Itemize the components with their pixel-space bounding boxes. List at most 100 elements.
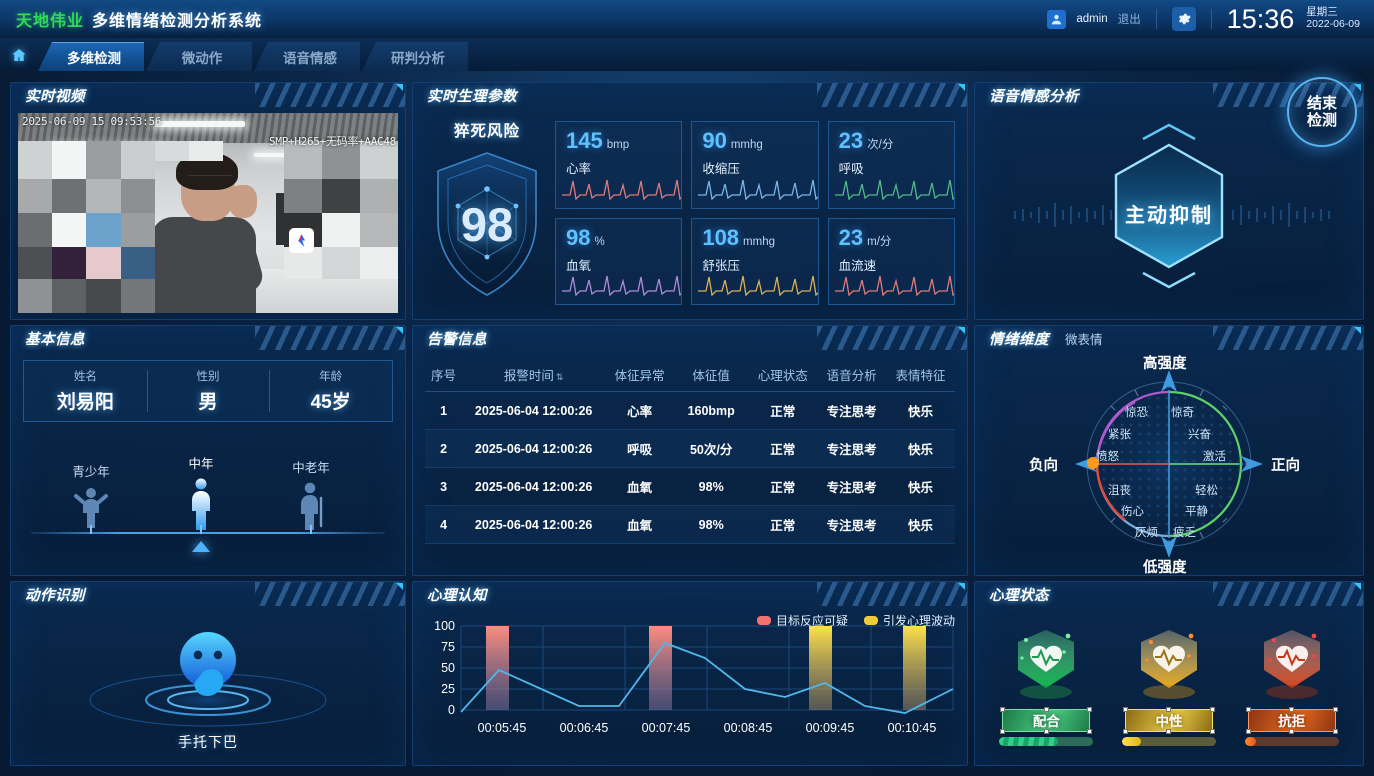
voice-waveform-icon xyxy=(1014,123,1330,289)
panel-title: 动作识别 xyxy=(25,587,85,604)
emotion-label: 惊奇 xyxy=(1171,405,1194,419)
y-tick-label: 75 xyxy=(441,640,455,654)
psych-state-badge[interactable]: 中性 xyxy=(1122,706,1215,734)
psych-state-badge[interactable]: 抗拒 xyxy=(1245,706,1338,734)
emotion-label: 厌烦 xyxy=(1135,526,1158,539)
action-display: 手托下巴 xyxy=(11,606,405,765)
th-speech-analysis: 语音分析 xyxy=(817,358,887,392)
age-stage-senior[interactable]: 中老年 xyxy=(271,457,351,530)
age-stage-track: 青少年 中年 xyxy=(25,436,391,556)
vital-value: 23 xyxy=(838,128,864,153)
cell-psych: 正常 xyxy=(748,467,818,506)
tab-speech-emotion[interactable]: 语音情感 xyxy=(254,42,360,71)
psych-state-badge[interactable]: 配合 xyxy=(1000,706,1093,734)
brand-company: 天地伟业 xyxy=(16,13,85,30)
psych-state-cooperative[interactable]: 配合 xyxy=(993,626,1099,746)
field-key: 性别 xyxy=(196,371,220,383)
end-detection-button[interactable]: 结束 检测 xyxy=(1287,77,1357,147)
risk-shield: 98 xyxy=(428,149,546,299)
table-row[interactable]: 1 2025-06-04 12:00:26 心率 160bmp 正常 专注思考 … xyxy=(425,391,955,430)
clock-weekday: 星期三 xyxy=(1306,6,1338,19)
tab-label: 微动作 xyxy=(181,50,223,66)
ecg-waveform-icon xyxy=(834,275,954,297)
tab-multimodal[interactable]: 多维检测 xyxy=(38,42,144,71)
age-current-marker xyxy=(192,541,210,552)
x-tick-label: 00:06:45 xyxy=(560,721,609,735)
vital-card-spo2[interactable]: 98% 血氧 xyxy=(555,217,683,305)
alert-band xyxy=(809,626,832,710)
person-hair xyxy=(175,152,238,190)
bar-fill xyxy=(1121,736,1141,746)
home-icon[interactable] xyxy=(0,38,38,71)
vital-card-diastolic[interactable]: 108 mmhg 舒张压 xyxy=(691,217,819,305)
video-feed[interactable]: 2025-06-09 15 09:53:56 SMP+H265+无码率+AAC4… xyxy=(18,113,398,313)
axis-label-high-intensity: 高强度 xyxy=(1143,354,1187,372)
table-row[interactable]: 2 2025-06-04 12:00:26 呼吸 50次/分 正常 专注思考 快… xyxy=(425,429,955,468)
panel-vitals: 实时生理参数 猝死风险 xyxy=(412,82,968,320)
cell-index: 4 xyxy=(425,505,463,544)
age-stage-youth[interactable]: 青少年 xyxy=(51,461,131,530)
brand: 天地伟业 多维情绪检测分析系统 xyxy=(0,7,262,31)
th-sign-value: 体征值 xyxy=(674,358,749,392)
th-psych-state: 心理状态 xyxy=(748,358,818,392)
ecg-waveform-icon xyxy=(698,179,818,200)
clock-time: 15:36 xyxy=(1226,3,1295,34)
x-tick-label: 00:08:45 xyxy=(724,721,773,735)
panel-subtab-microexpression[interactable]: 微表情 xyxy=(1065,332,1103,347)
panel-title: 基本信息 xyxy=(25,331,85,348)
panel-body: 2025-06-09 15 09:53:56 SMP+H265+无码率+AAC4… xyxy=(11,107,405,319)
psych-state-row: 配合 xyxy=(975,606,1363,765)
cell-time: 2025-06-04 12:00:26 xyxy=(462,391,606,430)
vital-unit: mmhg xyxy=(743,235,775,248)
axis-label-positive: 正向 xyxy=(1271,456,1300,474)
legend-item-fluctuation[interactable]: 引发心理波动 xyxy=(863,612,955,629)
panel-live-video: 实时视频 xyxy=(10,82,406,320)
vital-card-heart-rate[interactable]: 145 bmp 心率 xyxy=(555,121,683,209)
panel-basic-info: 基本信息 姓名 刘易阳 性别 男 年龄 45岁 xyxy=(10,325,406,576)
psych-state-resistant[interactable]: 抗拒 xyxy=(1239,626,1345,746)
vital-name: 舒张压 xyxy=(702,258,740,273)
bar-fill xyxy=(999,736,1058,746)
table-row[interactable]: 3 2025-06-04 12:00:26 血氧 98% 正常 专注思考 快乐 xyxy=(425,467,955,506)
table-row[interactable]: 4 2025-06-04 12:00:26 血氧 98% 正常 专注思考 快乐 xyxy=(425,505,955,544)
legend-label: 引发心理波动 xyxy=(882,614,955,628)
cell-value: 98% xyxy=(674,505,749,544)
emotion-label: 沮丧 xyxy=(1108,483,1131,497)
cell-index: 3 xyxy=(425,467,463,506)
vital-unit: mmhg xyxy=(730,139,763,151)
x-tick-label: 00:07:45 xyxy=(642,721,691,735)
panel-emotion-dimension: 情绪维度 微表情 xyxy=(974,325,1364,576)
speech-state-label: 主动抑制 xyxy=(1125,204,1213,227)
emotion-label: 激活 xyxy=(1203,449,1226,463)
panel-title: 语音情感分析 xyxy=(989,88,1079,105)
cell-speech: 专注思考 xyxy=(817,391,887,430)
legend-item-suspicious[interactable]: 目标反应可疑 xyxy=(756,612,848,629)
vital-card-blood-flow[interactable]: 23 m/分 血流速 xyxy=(827,217,955,305)
vital-value: 145 xyxy=(566,128,603,153)
vital-card-systolic[interactable]: 90 mmhg 收缩压 xyxy=(691,121,819,209)
info-field-gender: 性别 男 xyxy=(146,361,270,421)
panel-body: 序号 报警时间 ⇅ 体征异常 体征值 心理状态 语音分析 表情特征 1 2025- xyxy=(413,358,967,583)
gear-icon[interactable] xyxy=(1171,7,1196,31)
alert-band xyxy=(903,626,926,710)
y-tick-label: 100 xyxy=(434,619,455,633)
age-stage-middle[interactable]: 中年 xyxy=(161,453,241,530)
tab-analysis[interactable]: 研判分析 xyxy=(362,42,468,71)
emotion-label: 平静 xyxy=(1185,504,1208,518)
th-alarm-time[interactable]: 报警时间 ⇅ xyxy=(462,358,606,392)
psych-state-bar xyxy=(999,736,1094,746)
tab-microaction[interactable]: 微动作 xyxy=(146,42,252,71)
cell-psych: 正常 xyxy=(748,429,818,468)
vital-card-respiration[interactable]: 23 次/分 呼吸 xyxy=(827,121,955,209)
cell-time: 2025-06-04 12:00:26 xyxy=(462,429,606,468)
cell-index: 1 xyxy=(425,391,463,430)
th-index: 序号 xyxy=(425,358,463,392)
panel-title: 心理认知 xyxy=(427,587,487,604)
logout-button[interactable]: 退出 xyxy=(1117,14,1141,26)
panel-body: 手托下巴 xyxy=(11,606,405,765)
header-divider-1 xyxy=(1155,9,1157,29)
panel-grid: 实时视频 xyxy=(0,71,1374,776)
equipment xyxy=(37,223,77,251)
psych-state-neutral[interactable]: 中性 xyxy=(1116,626,1222,746)
vital-name: 收缩压 xyxy=(702,162,740,176)
